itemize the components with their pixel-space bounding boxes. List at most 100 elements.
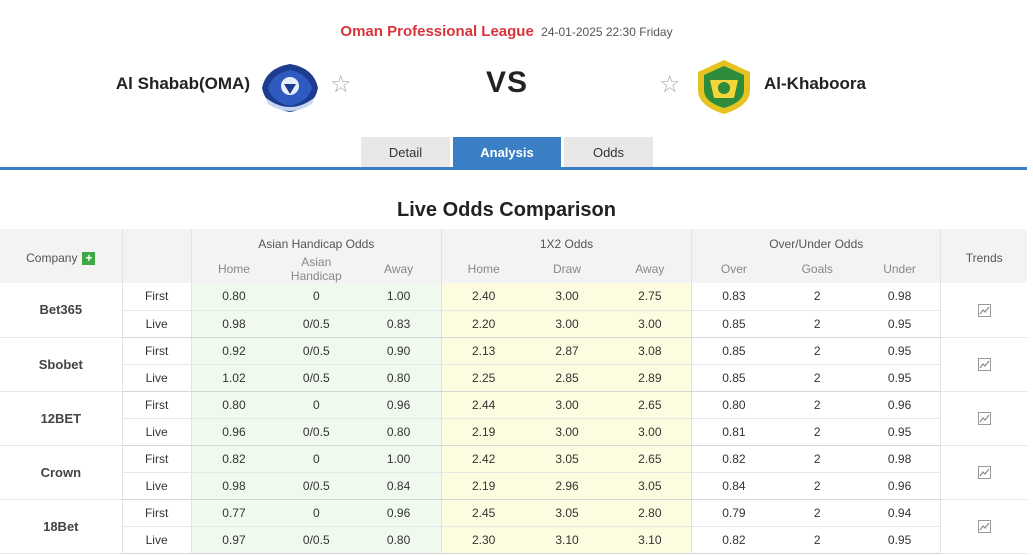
odds-cell-ah-line: 0	[276, 499, 357, 527]
odds-cell-ou-under: 0.95	[858, 310, 941, 338]
odds-type: Live	[122, 418, 192, 446]
odds-cell-1x2-away: 2.80	[608, 499, 693, 527]
odds-cell-ou-goals: 2	[775, 526, 859, 554]
company-name[interactable]: Crown	[0, 445, 123, 500]
odds-cell-ou-goals: 2	[775, 337, 859, 365]
odds-cell-ou-under: 0.95	[858, 526, 941, 554]
chart-icon[interactable]	[977, 412, 991, 426]
odds-cell-ah-line: 0/0.5	[276, 337, 357, 365]
odds-cell-ah-home: 0.98	[191, 310, 277, 338]
away-team-logo[interactable]	[692, 58, 756, 116]
odds-type: Live	[122, 310, 192, 338]
odds-cell-ah-home: 0.80	[191, 283, 277, 311]
odds-row: Bet365 First 0.80 0 1.00 2.40 3.00 2.75 0.83 2 0.9…	[0, 283, 1027, 338]
odds-type: Live	[122, 364, 192, 392]
odds-row: 12BET First 0.80 0 0.96 2.44 3.00 2.65 0.80 2 0.96	[0, 391, 1027, 446]
odds-cell-ah-home: 0.98	[191, 472, 277, 500]
sub-header-ou-goals: Goals	[775, 255, 859, 283]
company-header: Company +	[0, 229, 123, 283]
home-team-logo[interactable]	[258, 58, 322, 116]
chart-icon[interactable]	[977, 358, 991, 372]
odds-row: 18Bet First 0.77 0 0.96 2.45 3.05 2.80 0.79 2 0.94	[0, 499, 1027, 554]
odds-cell-ou-over: 0.81	[691, 418, 776, 446]
odds-cell-ah-line: 0	[276, 445, 357, 473]
home-favorite-star-icon[interactable]: ☆	[330, 71, 352, 98]
odds-cell-1x2-draw: 2.85	[525, 364, 609, 392]
vs-label: VS	[486, 66, 529, 99]
odds-row: Sbobet First 0.92 0/0.5 0.90 2.13 2.87 3.08 0.85…	[0, 337, 1027, 392]
odds-cell-1x2-home: 2.45	[441, 499, 526, 527]
odds-cell-ou-under: 0.96	[858, 472, 941, 500]
odds-cell-ah-away: 0.96	[356, 391, 442, 419]
odds-row: Live 0.96 0/0.5 0.80 2.19 3.00 3.00 0.81 2 0.95	[0, 418, 1027, 446]
odds-cell-ou-under: 0.96	[858, 391, 941, 419]
odds-cell-1x2-away: 3.08	[608, 337, 693, 365]
odds-cell-1x2-away: 2.65	[608, 391, 693, 419]
trend-cell	[940, 337, 1027, 392]
odds-cell-1x2-draw: 3.05	[525, 499, 609, 527]
odds-cell-ou-goals: 2	[775, 391, 859, 419]
odds-cell-ah-line: 0/0.5	[276, 364, 357, 392]
odds-cell-1x2-away: 2.89	[608, 364, 693, 392]
odds-cell-ou-over: 0.85	[691, 364, 776, 392]
odds-cell-ou-over: 0.82	[691, 526, 776, 554]
odds-cell-ah-line: 0	[276, 391, 357, 419]
odds-cell-1x2-home: 2.25	[441, 364, 526, 392]
odds-cell-ah-home: 0.97	[191, 526, 277, 554]
add-company-plus-icon[interactable]: +	[82, 251, 96, 265]
odds-cell-ah-away: 1.00	[356, 445, 442, 473]
odds-cell-ou-over: 0.85	[691, 337, 776, 365]
odds-cell-ah-away: 1.00	[356, 283, 442, 311]
odds-cell-1x2-home: 2.19	[441, 472, 526, 500]
odds-cell-ou-under: 0.95	[858, 364, 941, 392]
tab-odds[interactable]: Odds	[564, 137, 653, 168]
odds-cell-1x2-draw: 2.87	[525, 337, 609, 365]
odds-cell-ah-home: 0.80	[191, 391, 277, 419]
chart-icon[interactable]	[977, 520, 991, 534]
odds-cell-1x2-home: 2.13	[441, 337, 526, 365]
odds-cell-ah-line: 0/0.5	[276, 418, 357, 446]
type-header	[122, 229, 192, 283]
company-name[interactable]: 12BET	[0, 391, 123, 446]
chart-icon[interactable]	[977, 466, 991, 480]
sub-header-ou-over: Over	[691, 255, 776, 283]
sub-header-ou-under: Under	[858, 255, 942, 283]
odds-cell-ah-line: 0/0.5	[276, 526, 357, 554]
odds-cell-1x2-draw: 3.00	[525, 283, 609, 311]
league-name[interactable]: Oman Professional League	[340, 23, 534, 40]
odds-type: First	[122, 283, 192, 311]
company-name[interactable]: Sbobet	[0, 337, 123, 392]
odds-row: Live 0.98 0/0.5 0.83 2.20 3.00 3.00 0.85 2 0.95	[0, 310, 1027, 338]
trend-cell	[940, 391, 1027, 446]
odds-type: First	[122, 337, 192, 365]
odds-cell-ah-home: 0.96	[191, 418, 277, 446]
tab-analysis[interactable]: Analysis	[453, 137, 561, 168]
odds-table: Company + Asian Handicap Odds 1X2 Odds O…	[0, 229, 1027, 554]
odds-cell-ou-under: 0.94	[858, 499, 941, 527]
odds-cell-ah-home: 1.02	[191, 364, 277, 392]
tab-detail[interactable]: Detail	[361, 137, 450, 168]
odds-cell-ou-under: 0.95	[858, 418, 941, 446]
trend-cell	[940, 445, 1027, 500]
odds-cell-1x2-away: 3.05	[608, 472, 693, 500]
odds-cell-ou-goals: 2	[775, 499, 859, 527]
odds-cell-ah-line: 0	[276, 283, 357, 311]
odds-cell-ah-away: 0.80	[356, 526, 442, 554]
company-name[interactable]: 18Bet	[0, 499, 123, 554]
odds-cell-ou-over: 0.84	[691, 472, 776, 500]
away-favorite-star-icon[interactable]: ☆	[659, 71, 681, 98]
company-name[interactable]: Bet365	[0, 283, 123, 338]
odds-cell-ah-away: 0.90	[356, 337, 442, 365]
away-team-name[interactable]: Al-Khaboora	[764, 74, 866, 93]
odds-cell-ou-goals: 2	[775, 364, 859, 392]
home-team-name[interactable]: Al Shabab(OMA)	[115, 74, 250, 93]
match-datetime: 24-01-2025 22:30 Friday	[541, 25, 673, 39]
odds-row: Live 0.97 0/0.5 0.80 2.30 3.10 3.10 0.82 2 0.95	[0, 526, 1027, 554]
chart-icon[interactable]	[977, 303, 991, 317]
section-title: Live Odds Comparison	[397, 199, 616, 221]
odds-cell-1x2-draw: 3.00	[525, 310, 609, 338]
odds-type: Live	[122, 526, 192, 554]
odds-cell-ah-away: 0.83	[356, 310, 442, 338]
odds-cell-ah-away: 0.96	[356, 499, 442, 527]
odds-row: Live 1.02 0/0.5 0.80 2.25 2.85 2.89 0.85 2 0.95	[0, 364, 1027, 392]
